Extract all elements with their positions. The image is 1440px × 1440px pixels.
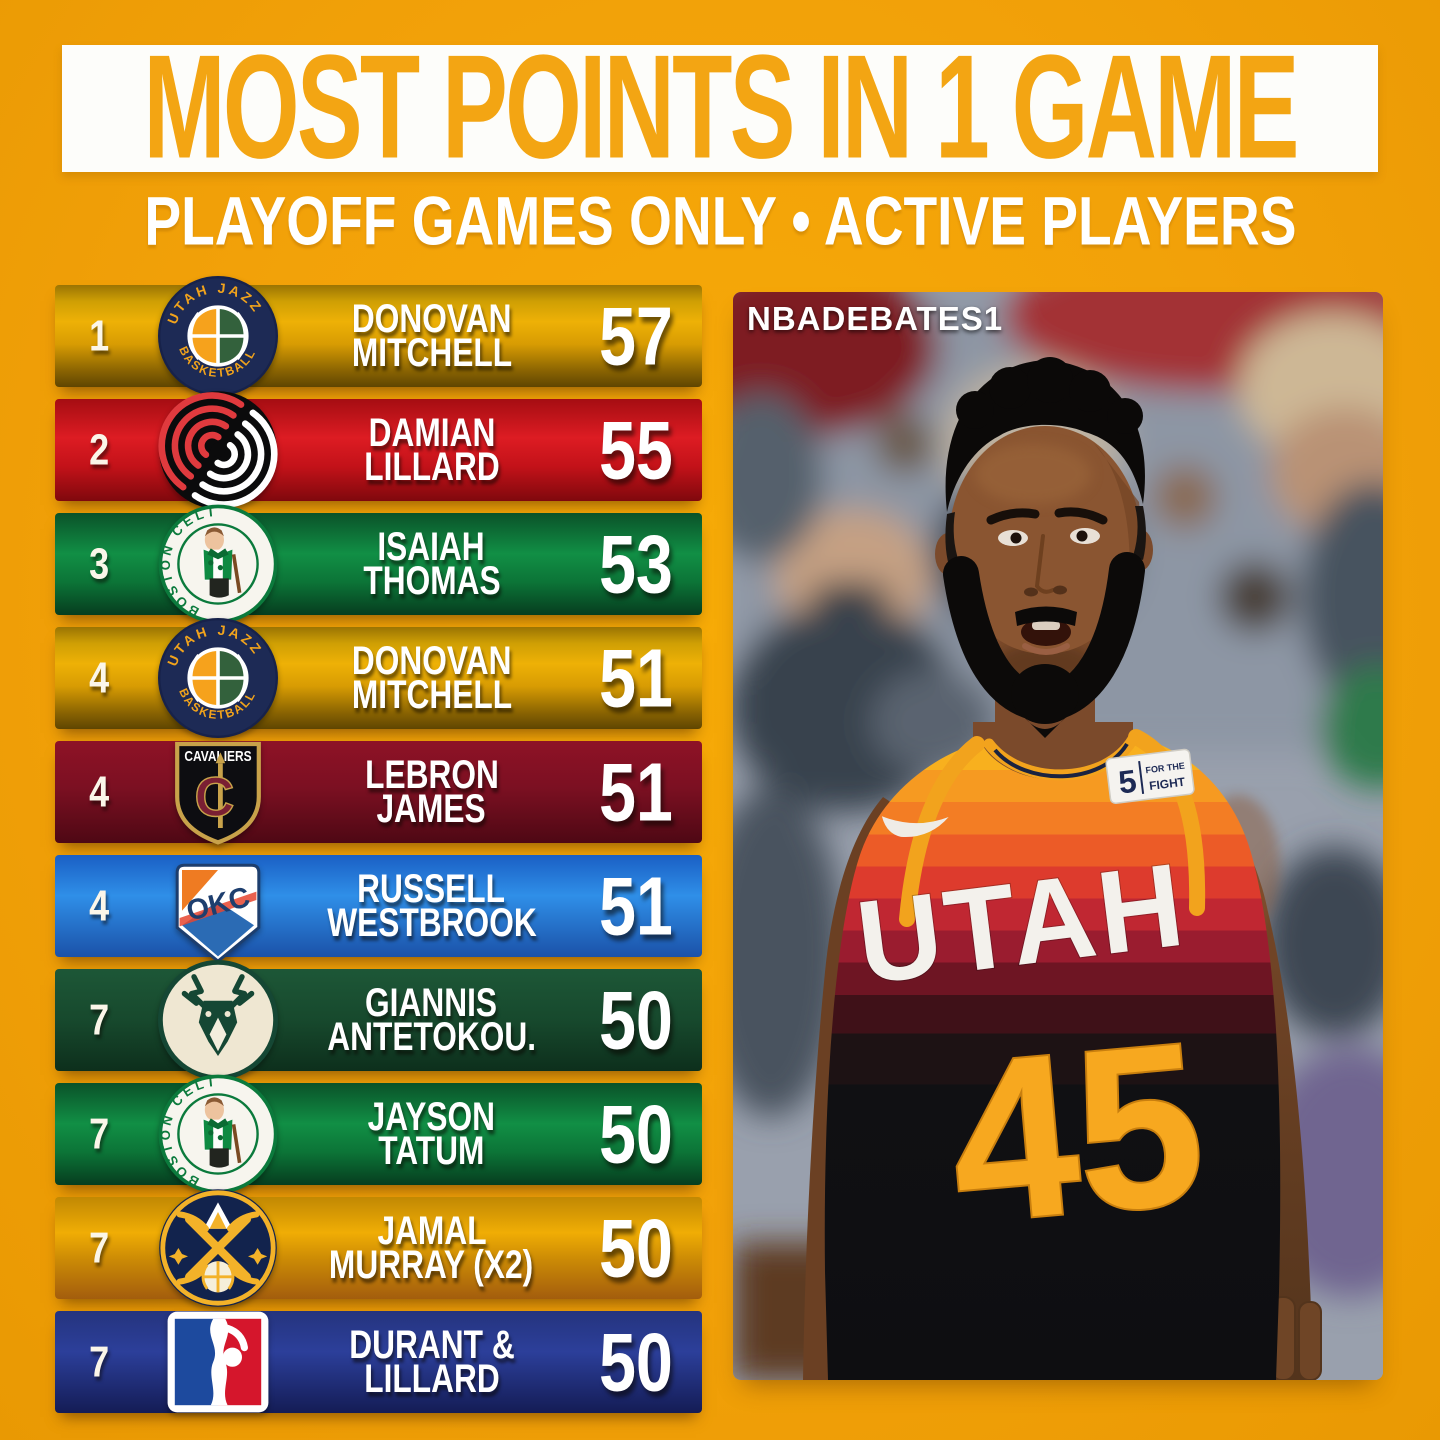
rank-label: 7	[88, 995, 110, 1044]
boston-celtics-logo-icon	[158, 1074, 278, 1194]
rank-label: 7	[88, 1337, 110, 1386]
rank-label: 4	[88, 881, 110, 930]
team-logo	[143, 390, 293, 510]
player-name: JAYSON TATUM	[367, 1093, 496, 1173]
team-logo	[143, 846, 293, 966]
player-name: RUSSELL WESTBROOK	[326, 865, 537, 945]
okc-thunder-logo-icon	[158, 846, 278, 966]
leaderboard-row-4: 4 DONOVAN MITCHELL 51	[55, 627, 702, 729]
leaderboard-row-7: 7 GIANNIS ANTETOKOU. 50	[55, 969, 702, 1071]
points-value: 53	[599, 517, 673, 611]
player-name: ISAIAH THOMAS	[362, 523, 501, 603]
points-value: 57	[599, 289, 673, 383]
team-logo	[143, 504, 293, 624]
leaderboard-row-6: 4 RUSSELL WESTBROOK 51	[55, 855, 702, 957]
leaderboard-row-3: 3 ISAIAH THOMAS 53	[55, 513, 702, 615]
player-head	[935, 357, 1153, 738]
team-logo	[143, 1074, 293, 1194]
player-name: DAMIAN LILLARD	[363, 409, 500, 489]
team-logo	[143, 618, 293, 738]
player-figure: 5 FOR THE FIGHT UTAH 45	[803, 357, 1322, 1380]
points-value: 50	[599, 1087, 673, 1181]
cleveland-cavaliers-logo-icon	[158, 732, 278, 852]
player-name: DONOVAN MITCHELL	[351, 295, 512, 375]
leaderboard: 1 DONOVAN MITCHELL 57 2 DAMIAN LILLARD 5…	[55, 285, 702, 1413]
player-photo: 5 FOR THE FIGHT UTAH 45	[733, 292, 1383, 1380]
jersey-number-text: 45	[941, 994, 1212, 1272]
nike-swoosh-icon	[881, 816, 949, 837]
points-value: 51	[599, 859, 673, 953]
player-name: JAMAL MURRAY (X2)	[329, 1207, 534, 1287]
points-value: 50	[599, 1201, 673, 1295]
milwaukee-bucks-logo-icon	[158, 960, 278, 1080]
team-logo	[143, 1188, 293, 1308]
player-name: LEBRON JAMES	[364, 751, 499, 831]
utah-jazz-logo-icon	[158, 618, 278, 738]
points-value: 50	[599, 1315, 673, 1409]
player-name: DONOVAN MITCHELL	[351, 637, 512, 717]
points-value: 51	[599, 631, 673, 725]
rank-label: 7	[88, 1223, 110, 1272]
rank-label: 2	[88, 425, 110, 474]
nba-logo-icon	[158, 1302, 278, 1422]
page-title: MOST POINTS IN 1 GAME	[143, 25, 1299, 191]
denver-nuggets-logo-icon	[158, 1188, 278, 1308]
points-value: 51	[599, 745, 673, 839]
svg-text:FOR THE: FOR THE	[1145, 761, 1185, 776]
points-value: 50	[599, 973, 673, 1067]
page-subtitle: PLAYOFF GAMES ONLY • ACTIVE PLAYERS	[143, 183, 1297, 260]
rank-label: 7	[88, 1109, 110, 1158]
leaderboard-row-10: 7 DURANT & LILLARD 50	[55, 1311, 702, 1413]
jersey-patch: 5 FOR THE FIGHT	[1105, 748, 1195, 805]
points-value: 55	[599, 403, 673, 497]
player-photo-illustration: 5 FOR THE FIGHT UTAH 45	[733, 292, 1383, 1380]
leaderboard-row-2: 2 DAMIAN LILLARD 55	[55, 399, 702, 501]
rank-label: 1	[88, 311, 110, 360]
leaderboard-row-8: 7 JAYSON TATUM 50	[55, 1083, 702, 1185]
leaderboard-row-9: 7 JAMAL MURRAY (X2) 50	[55, 1197, 702, 1299]
rank-label: 3	[88, 539, 110, 588]
boston-celtics-logo-icon	[158, 504, 278, 624]
watermark: NBADEBATES1	[747, 300, 1004, 337]
team-logo	[143, 1302, 293, 1422]
trail-blazers-logo-icon	[158, 390, 278, 510]
svg-text:FIGHT: FIGHT	[1148, 775, 1186, 793]
player-name: GIANNIS ANTETOKOU.	[327, 979, 536, 1059]
rank-label: 4	[88, 767, 110, 816]
player-name: DURANT & LILLARD	[348, 1321, 515, 1401]
team-logo	[143, 276, 293, 396]
leaderboard-row-1: 1 DONOVAN MITCHELL 57	[55, 285, 702, 387]
rank-label: 4	[88, 653, 110, 702]
title-box: MOST POINTS IN 1 GAME	[62, 25, 1378, 190]
svg-text:5: 5	[1117, 763, 1139, 801]
leaderboard-row-5: 4 LEBRON JAMES 51	[55, 741, 702, 843]
team-logo	[143, 960, 293, 1080]
team-logo	[143, 732, 293, 852]
utah-jazz-logo-icon	[158, 276, 278, 396]
